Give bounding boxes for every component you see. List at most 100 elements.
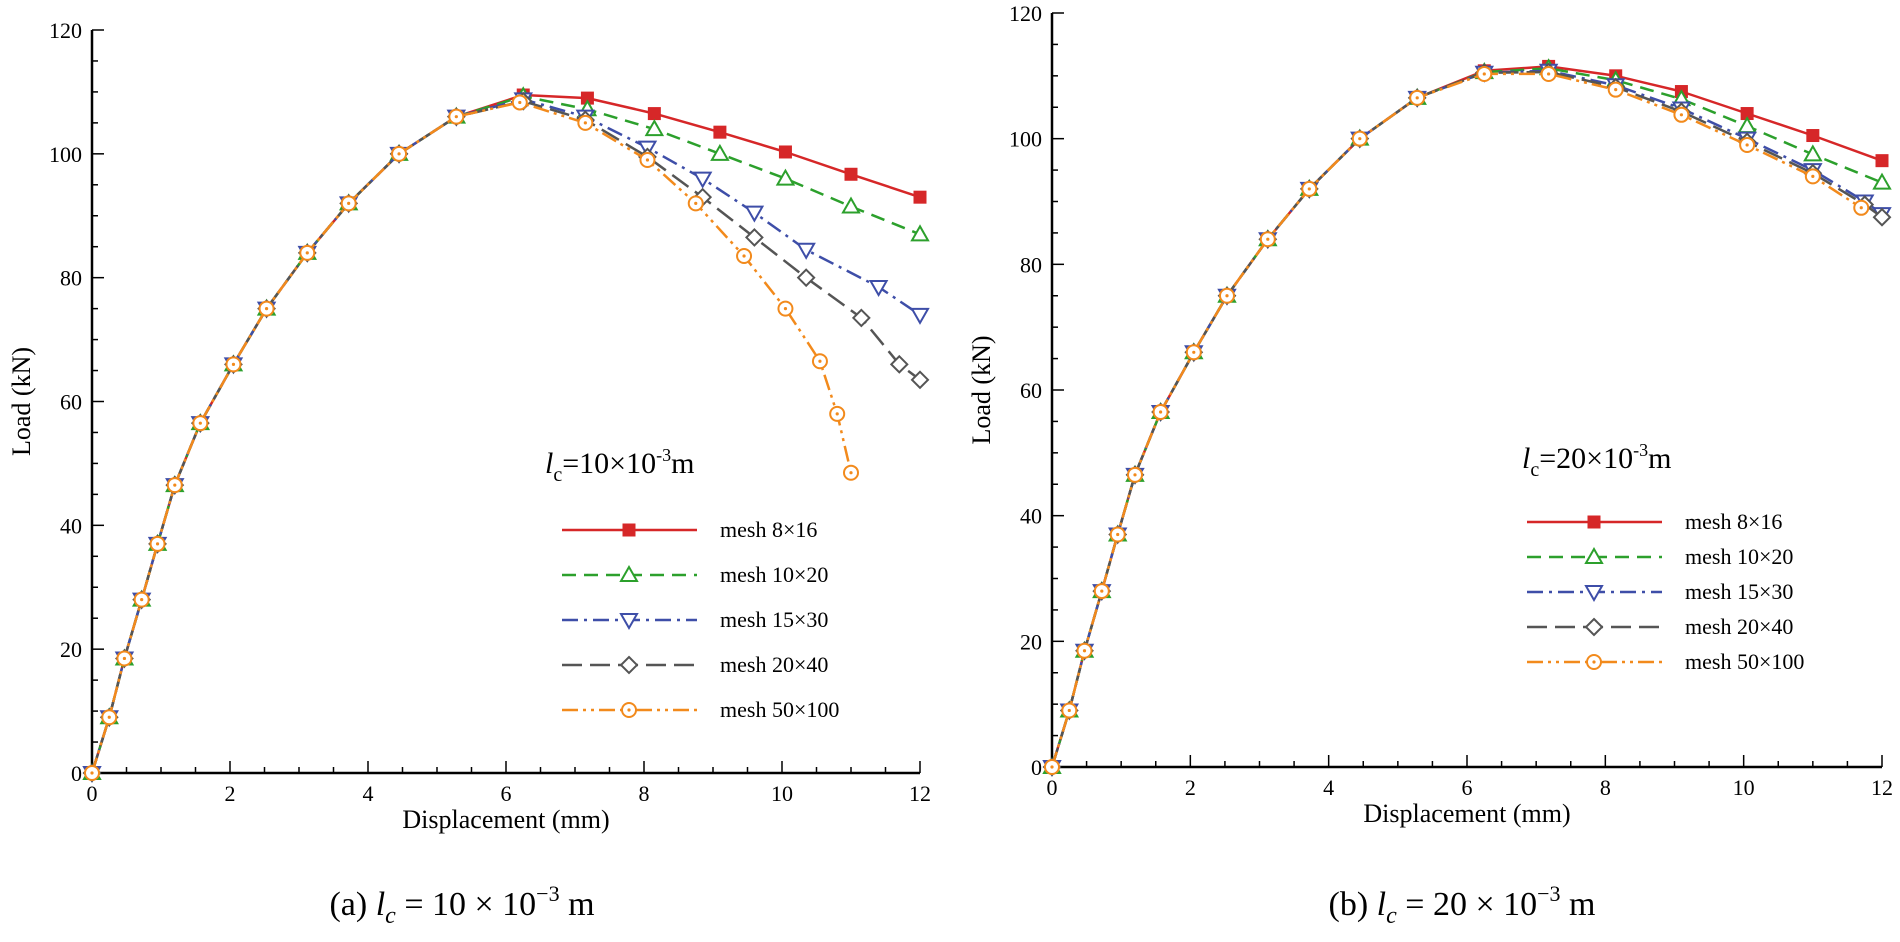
data-point-dot xyxy=(198,421,202,425)
data-point-dot xyxy=(742,254,746,258)
y-tick-label: 80 xyxy=(60,266,82,291)
series-line xyxy=(90,101,853,774)
y-tick-label: 120 xyxy=(1009,1,1042,26)
x-tick-label: 4 xyxy=(363,781,374,806)
y-axis-title: Load (kN) xyxy=(7,347,36,456)
legend-marker xyxy=(1584,617,1604,637)
data-point-dot xyxy=(1859,206,1863,210)
data-point-dot xyxy=(1547,72,1551,76)
legend-label: mesh 10×20 xyxy=(1685,544,1793,569)
data-point xyxy=(647,107,661,121)
data-point-dot xyxy=(1133,473,1137,477)
chart-panel-a: 0 20 40 60 80 100 120 0 2 4 6 8 10 12 Displacement (mm… xyxy=(7,18,931,929)
x-tick-label: 8 xyxy=(1600,775,1611,800)
series-line xyxy=(1050,72,1862,768)
caption-exp: −3 xyxy=(1537,881,1560,906)
caption: (a) lc = 10 × 10−3 m xyxy=(329,881,594,929)
chart-panel-b: 0 20 40 60 80 100 120 0 2 4 6 8 10 12 Displacement (mm… xyxy=(967,1,1893,929)
series-line xyxy=(90,99,921,774)
x-axis-title: Displacement (mm) xyxy=(402,805,609,834)
series-5 xyxy=(84,94,859,781)
data-point-dot xyxy=(1358,137,1362,141)
y-tick-label: 20 xyxy=(60,637,82,662)
data-point-dot xyxy=(155,542,160,546)
y-tick-label: 40 xyxy=(60,513,82,538)
data-point xyxy=(710,143,730,161)
annotation-sub: c xyxy=(553,464,562,486)
data-point xyxy=(910,224,930,242)
x-tick-label: 4 xyxy=(1323,775,1334,800)
caption-rest: = 10 × 10 xyxy=(396,886,536,923)
data-point xyxy=(796,242,816,260)
data-point-dot xyxy=(1307,187,1311,191)
caption-sub: c xyxy=(385,903,396,929)
caption-rest: = 20 × 10 xyxy=(1397,886,1537,923)
x-tick-label: 12 xyxy=(1871,775,1893,800)
y-tick-label: 0 xyxy=(71,761,82,786)
data-point-dot xyxy=(583,121,587,125)
data-point-dot xyxy=(140,598,144,602)
data-point-dot xyxy=(1158,410,1163,414)
data-point xyxy=(889,354,909,374)
data-point-dot xyxy=(305,251,309,255)
caption-prefix: (b) xyxy=(1329,886,1377,923)
annotation-unit: m xyxy=(671,447,694,480)
data-point-dot xyxy=(173,483,177,487)
legend-label: mesh 8×16 xyxy=(720,517,817,542)
data-point-dot xyxy=(645,158,650,162)
data-point xyxy=(868,279,889,297)
x-tick-label: 8 xyxy=(639,781,650,806)
x-axis-title: Displacement (mm) xyxy=(1363,799,1570,828)
data-point xyxy=(851,308,871,328)
y-tick-label: 100 xyxy=(49,142,82,167)
legend-label: mesh 15×30 xyxy=(1685,579,1793,604)
data-point-dot xyxy=(122,656,127,661)
x-tick-label: 10 xyxy=(1733,775,1755,800)
data-point-dot xyxy=(849,471,853,475)
y-tick-label: 40 xyxy=(1020,504,1042,529)
y-tick-label: 120 xyxy=(49,18,82,43)
data-point-dot xyxy=(347,201,351,205)
y-tick-label: 60 xyxy=(60,390,82,415)
data-point xyxy=(778,145,792,159)
caption-exp: −3 xyxy=(536,881,559,906)
data-point-dot xyxy=(454,115,458,119)
annotation-lc: lc=10×10-3m xyxy=(545,445,694,486)
data-point-dot xyxy=(107,715,111,719)
data-point-dot xyxy=(1225,294,1229,298)
legend-marker xyxy=(1587,515,1601,529)
y-tick-label: 80 xyxy=(1020,252,1042,277)
caption: (b) lc = 20 × 10−3 m xyxy=(1329,881,1596,929)
series-5 xyxy=(1044,65,1870,775)
data-point xyxy=(844,167,858,181)
caption-prefix: (a) xyxy=(329,886,375,923)
caption-sub: c xyxy=(1386,903,1397,929)
x-tick-label: 2 xyxy=(225,781,236,806)
legend-marker xyxy=(1584,546,1604,564)
data-point-dot xyxy=(518,100,522,105)
legend-marker xyxy=(1584,585,1604,603)
data-point xyxy=(796,268,816,288)
data-point-dot xyxy=(1100,589,1104,593)
caption-unit: m xyxy=(560,886,595,923)
data-point xyxy=(910,370,930,390)
data-point xyxy=(713,125,727,139)
data-point xyxy=(1737,116,1757,134)
data-point-dot xyxy=(1266,237,1270,241)
data-point xyxy=(1803,144,1823,162)
data-point-dot xyxy=(783,307,788,311)
data-point xyxy=(841,196,861,214)
y-tick-label: 100 xyxy=(1009,127,1042,152)
y-tick-label: 60 xyxy=(1020,378,1042,403)
legend-marker-dot xyxy=(1592,660,1596,664)
data-point-dot xyxy=(264,307,269,311)
data-point xyxy=(913,190,927,204)
data-point-dot xyxy=(818,359,822,363)
legend-label: mesh 8×16 xyxy=(1685,509,1782,534)
legend: mesh 8×16 mesh 10×20 mesh 15×30 mesh 20×40 m… xyxy=(1527,509,1804,674)
x-tick-label: 0 xyxy=(1047,775,1058,800)
x-tick-label: 2 xyxy=(1185,775,1196,800)
data-point-dot xyxy=(397,152,401,156)
data-point-dot xyxy=(1614,88,1618,92)
